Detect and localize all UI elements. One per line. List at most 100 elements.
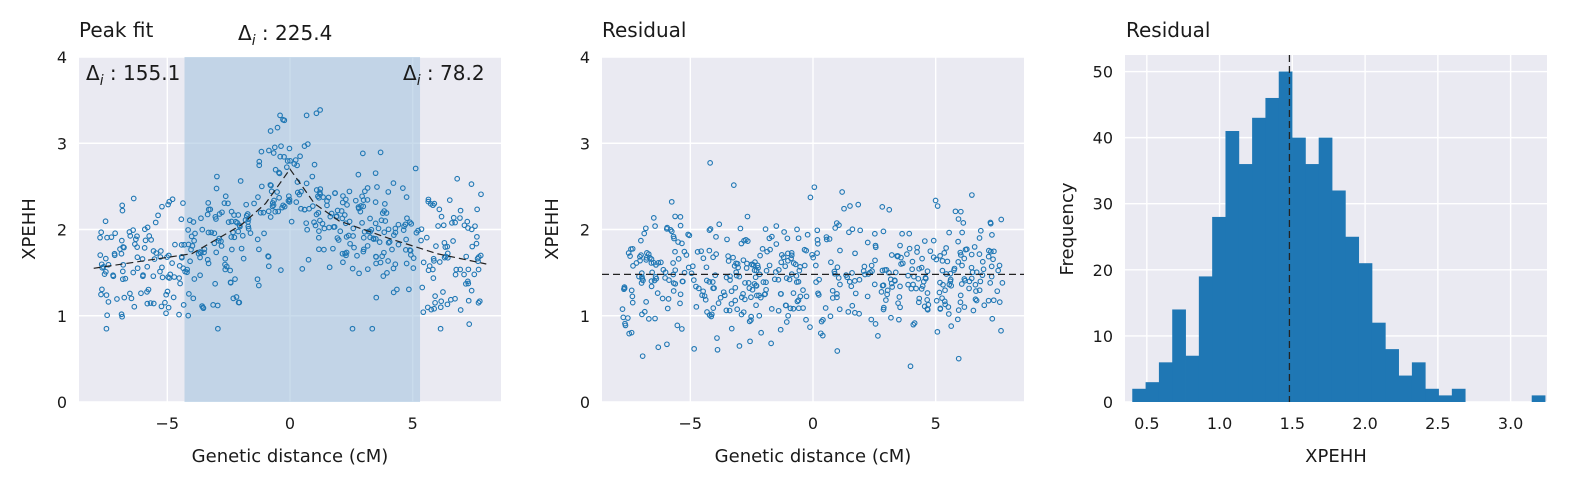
peak-fit-xtick-label: 5 xyxy=(408,414,418,433)
residual-point xyxy=(962,246,969,253)
peak-fit-point xyxy=(119,268,126,275)
peak-fit-point xyxy=(437,304,444,311)
residual-point xyxy=(664,341,670,348)
peak-fit-point xyxy=(130,269,137,276)
residual-point xyxy=(773,223,780,229)
peak-fit-point xyxy=(121,294,128,301)
peak-fit-point xyxy=(267,214,274,220)
peak-fit-point xyxy=(286,196,293,203)
residual-point xyxy=(637,257,643,264)
residual-point xyxy=(911,320,918,327)
peak-fit-point xyxy=(185,312,192,319)
peak-fit-point xyxy=(474,233,480,240)
residual-point xyxy=(790,290,797,296)
residual-scatter-xlabel: Genetic distance (cM) xyxy=(715,446,912,467)
residual-point xyxy=(971,244,978,250)
residual-point xyxy=(976,235,983,241)
residual-point xyxy=(681,269,688,276)
peak-fit-point xyxy=(303,180,310,187)
peak-fit-point xyxy=(350,225,357,232)
residual-point xyxy=(849,270,855,276)
peak-fit-ytick-label: 0 xyxy=(57,393,67,412)
residual-point xyxy=(871,230,878,237)
peak-fit-point xyxy=(364,197,371,203)
residual-point xyxy=(823,236,830,243)
peak-fit-xtick-label: −5 xyxy=(156,414,180,433)
residual-point xyxy=(785,312,791,319)
residual-point xyxy=(888,252,895,258)
residual-point xyxy=(852,290,859,297)
peak-fit-point xyxy=(343,233,350,240)
peak-fit-point xyxy=(424,304,431,311)
peak-fit-point xyxy=(372,199,379,205)
residual-point xyxy=(742,280,748,286)
residual-point xyxy=(679,240,685,247)
peak-fit-ylabel: XPEHH xyxy=(19,198,40,260)
residual-point xyxy=(961,255,968,262)
peak-fit-point xyxy=(233,294,240,300)
residual-point xyxy=(999,280,1006,286)
histogram-bar xyxy=(1371,322,1386,402)
peak-fit-point xyxy=(403,260,410,267)
residual-point xyxy=(985,253,992,260)
peak-fit-point xyxy=(420,309,427,316)
peak-fit-point xyxy=(280,202,287,209)
histogram-xtick-label: 1.5 xyxy=(1280,414,1305,433)
residual-point xyxy=(834,348,841,354)
peak-fit-point xyxy=(301,206,308,213)
residual-point xyxy=(947,270,954,277)
histogram-bar xyxy=(1345,236,1360,402)
residual-point xyxy=(677,300,683,307)
residual-point xyxy=(957,252,964,258)
peak-fit-point xyxy=(431,200,438,207)
residual-point xyxy=(648,260,655,266)
peak-fit-point xyxy=(375,225,382,232)
peak-fit-point xyxy=(205,206,212,213)
peak-fit-point xyxy=(222,266,229,273)
residual-point xyxy=(795,235,802,242)
residual-point xyxy=(841,205,847,212)
peak-fit-point xyxy=(216,211,223,217)
peak-fit-point xyxy=(373,253,379,260)
residual-point xyxy=(861,263,868,270)
peak-fit-point xyxy=(243,201,250,208)
residual-point xyxy=(672,213,678,220)
residual-point xyxy=(803,293,810,300)
peak-fit-point xyxy=(225,219,232,225)
peak-fit-point xyxy=(380,273,387,279)
residual-point xyxy=(951,265,958,272)
residual-point xyxy=(905,272,911,279)
residual-point xyxy=(728,325,735,332)
peak-fit-point xyxy=(311,161,318,168)
residual-point xyxy=(727,277,733,283)
peak-fit-point xyxy=(140,272,146,278)
residual-point xyxy=(812,262,819,269)
residual-point xyxy=(933,297,940,304)
residual-point xyxy=(785,250,791,257)
residual-scatter-points xyxy=(619,160,1006,370)
peak-fit-point xyxy=(435,223,441,229)
peak-fit-point xyxy=(356,270,362,277)
residual-point xyxy=(706,227,713,234)
residual-point xyxy=(759,245,766,252)
peak-fit-point xyxy=(239,232,246,239)
residual-point xyxy=(930,237,937,244)
residual-point xyxy=(837,247,843,254)
peak-fit-point xyxy=(372,235,379,242)
peak-fit-point xyxy=(364,185,371,191)
peak-fit-point xyxy=(225,200,231,207)
residual-point xyxy=(763,267,770,274)
peak-fit-point xyxy=(392,261,399,268)
peak-fit-point xyxy=(344,202,350,208)
residual-point xyxy=(980,266,987,273)
peak-fit-point xyxy=(304,226,311,233)
peak-fit-point xyxy=(381,229,388,236)
peak-fit-point xyxy=(379,210,386,216)
residual-point xyxy=(725,253,731,259)
residual-point xyxy=(693,303,700,310)
peak-fit-point xyxy=(286,145,293,152)
peak-fit-point xyxy=(360,246,367,253)
peak-fit-point xyxy=(341,212,348,218)
residual-point xyxy=(749,286,756,293)
peak-fit-point xyxy=(408,220,415,227)
